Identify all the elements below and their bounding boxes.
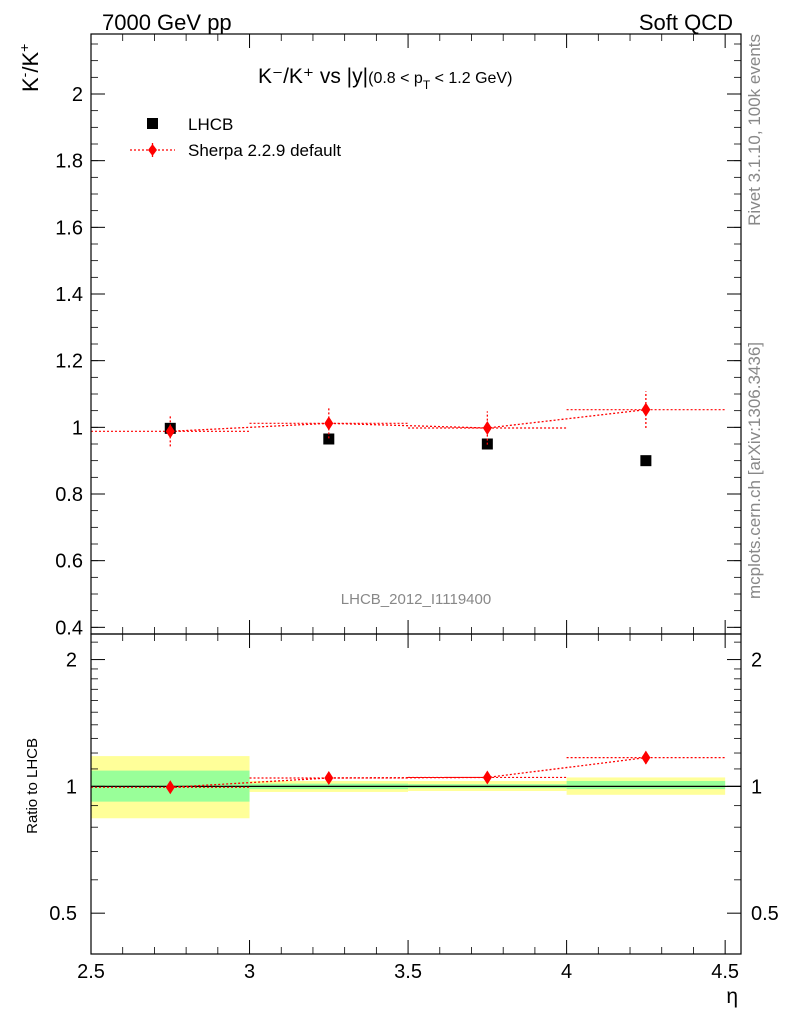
data-point-1 xyxy=(323,433,335,445)
bottom-ylabel: Ratio to LHCB xyxy=(24,738,41,834)
bot-ytick-label-right-2: 2 xyxy=(751,650,762,672)
mc-point-2 xyxy=(482,421,492,435)
legend-marker-lhcb xyxy=(147,118,158,129)
xtick-label-3: 4 xyxy=(561,961,572,983)
xtick-label-0: 2.5 xyxy=(77,961,105,983)
legend: LHCB Sherpa 2.2.9 default xyxy=(130,115,341,160)
legend-marker-sherpa xyxy=(148,144,157,156)
mc-series-line xyxy=(170,409,646,432)
xtick-label-2: 3.5 xyxy=(394,961,422,983)
top-ytick-label-8: 2 xyxy=(72,84,83,106)
top-ytick-label-3: 1 xyxy=(72,417,83,439)
legend-label-sherpa: Sherpa 2.2.9 default xyxy=(188,141,341,160)
header-right-label: Soft QCD xyxy=(639,10,733,35)
ratio-point-2 xyxy=(482,770,492,785)
xtick-label-1: 3 xyxy=(244,961,255,983)
bot-ytick-label-left-0: 0.5 xyxy=(49,903,77,925)
ratio-point-1 xyxy=(324,770,334,785)
ratio-point-0 xyxy=(165,780,175,795)
top-ytick-label-6: 1.6 xyxy=(55,217,83,239)
ratio-point-3 xyxy=(641,750,651,765)
legend-label-lhcb: LHCB xyxy=(188,115,233,134)
xtick-label-4: 4.5 xyxy=(711,961,739,983)
bot-ytick-label-left-2: 2 xyxy=(66,650,77,672)
top-ytick-label-4: 1.2 xyxy=(55,351,83,373)
top-ytick-label-1: 0.6 xyxy=(55,551,83,573)
analysis-watermark: LHCB_2012_I1119400 xyxy=(341,591,491,608)
bottom-panel-frame xyxy=(90,633,742,955)
rivet-label: Rivet 3.1.10, 100k events xyxy=(745,34,764,226)
bot-ytick-label-right-0: 0.5 xyxy=(751,903,779,925)
header-left-label: 7000 GeV pp xyxy=(102,10,232,35)
title-cut-close: < 1.2 GeV) xyxy=(430,70,512,87)
bot-ytick-label-left-1: 1 xyxy=(66,776,77,798)
title-cut-sub: T xyxy=(423,78,431,92)
top-ytick-label-0: 0.4 xyxy=(55,617,83,639)
ylabel-slash: /K xyxy=(18,52,43,73)
mc-point-0 xyxy=(165,424,175,439)
top-ylabel: K-/K+ xyxy=(16,44,43,92)
ratio-band-stat-3 xyxy=(566,780,726,790)
bottom-panel: 0.5 0.5 1 1 2 2 2.5 3 3.5 4 4.5 xyxy=(49,633,779,983)
top-ytick-label-2: 0.8 xyxy=(55,484,83,506)
ylabel-sup1: - xyxy=(16,72,32,77)
ylabel-sup2: + xyxy=(16,44,32,52)
title-cut-open: (0.8 < p xyxy=(368,70,423,87)
ylabel-k1: K xyxy=(18,77,43,92)
chart-title: K⁻/K⁺ vs |y|(0.8 < pT < 1.2 GeV) xyxy=(258,65,512,92)
mcplots-label: mcplots.cern.ch [arXiv:1306.3436] xyxy=(745,342,764,599)
top-ytick-label-5: 1.4 xyxy=(55,284,83,306)
top-ytick-label-7: 1.8 xyxy=(55,151,83,173)
ratio-series-line xyxy=(170,757,646,788)
bot-ytick-label-right-1: 1 xyxy=(751,776,762,798)
mc-point-1 xyxy=(324,416,334,431)
top-panel: 0.4 0.6 0.8 1 1.2 1.4 1.6 1.8 2 xyxy=(55,33,742,639)
data-point-3 xyxy=(640,455,652,467)
title-main: K⁻/K⁺ vs |y| xyxy=(258,65,368,88)
bottom-xlabel: η xyxy=(726,985,738,1008)
mc-point-3 xyxy=(641,402,651,417)
